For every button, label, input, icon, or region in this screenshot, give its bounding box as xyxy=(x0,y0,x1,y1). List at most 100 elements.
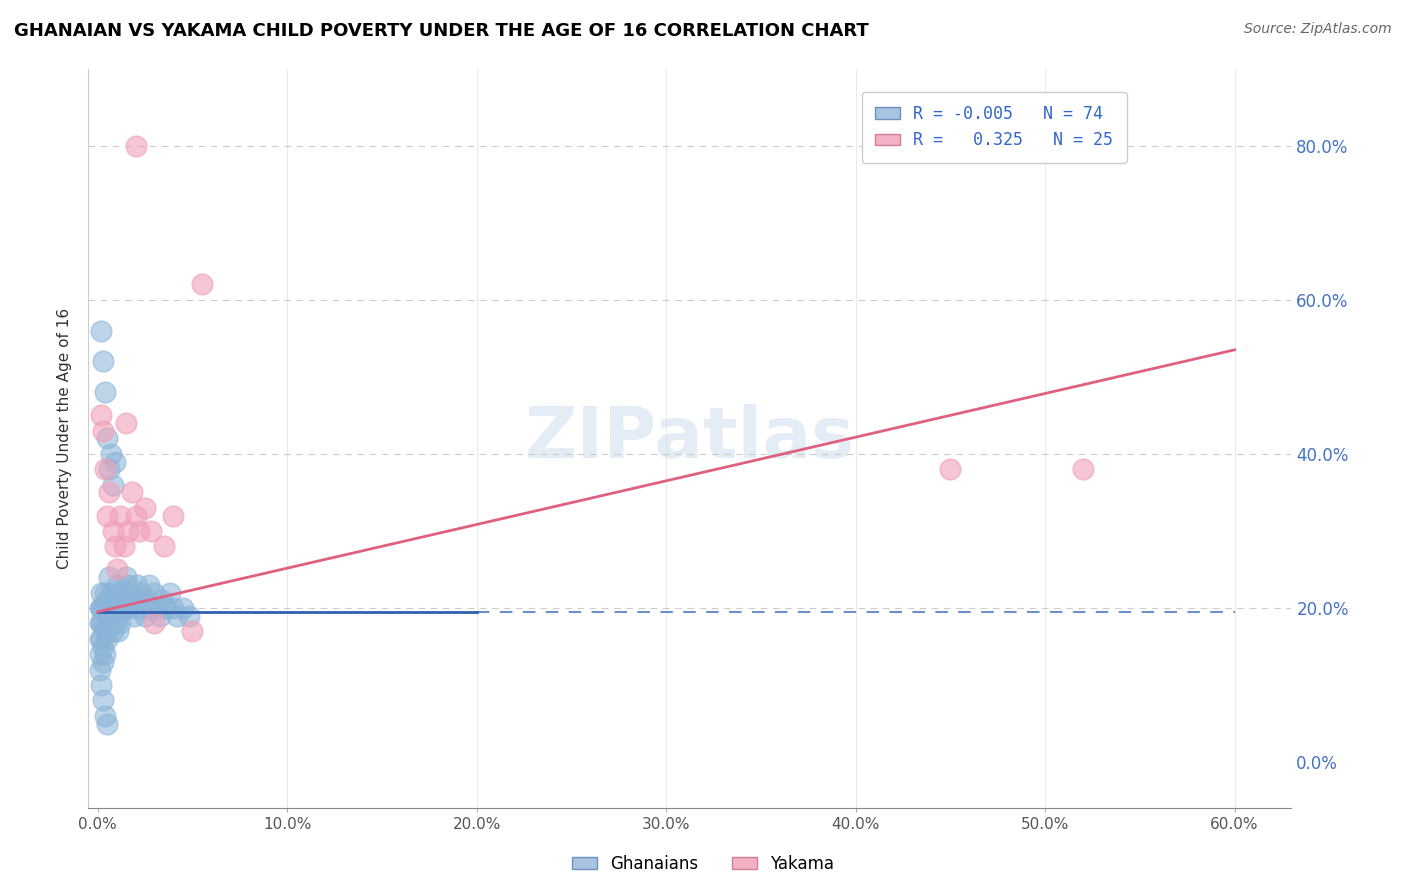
Text: GHANAIAN VS YAKAMA CHILD POVERTY UNDER THE AGE OF 16 CORRELATION CHART: GHANAIAN VS YAKAMA CHILD POVERTY UNDER T… xyxy=(14,22,869,40)
Point xyxy=(94,601,117,615)
Text: ZIPatlas: ZIPatlas xyxy=(524,404,855,473)
Point xyxy=(112,585,135,599)
Point xyxy=(91,655,114,669)
Point xyxy=(96,632,118,646)
Point xyxy=(162,508,184,523)
Point xyxy=(134,608,156,623)
Point xyxy=(91,601,114,615)
Point xyxy=(150,593,173,607)
Point xyxy=(90,678,112,692)
Point xyxy=(100,447,122,461)
Point xyxy=(94,709,117,723)
Point xyxy=(128,524,150,538)
Point xyxy=(96,593,118,607)
Point xyxy=(139,524,162,538)
Point xyxy=(117,524,139,538)
Point xyxy=(96,432,118,446)
Point xyxy=(100,585,122,599)
Point xyxy=(135,593,157,607)
Point xyxy=(94,385,117,400)
Point xyxy=(90,632,112,646)
Point xyxy=(98,462,121,476)
Point xyxy=(110,508,132,523)
Point xyxy=(91,616,114,631)
Point xyxy=(94,462,117,476)
Point xyxy=(124,508,146,523)
Point xyxy=(91,693,114,707)
Point xyxy=(128,601,150,615)
Point xyxy=(96,608,118,623)
Point xyxy=(89,616,111,631)
Point xyxy=(138,578,160,592)
Point xyxy=(100,608,122,623)
Point xyxy=(94,585,117,599)
Point xyxy=(96,508,118,523)
Point xyxy=(139,601,162,615)
Point xyxy=(105,608,128,623)
Point xyxy=(104,454,127,468)
Point xyxy=(177,608,200,623)
Point xyxy=(89,601,111,615)
Point xyxy=(89,647,111,661)
Point xyxy=(105,562,128,576)
Point xyxy=(121,585,143,599)
Point xyxy=(124,593,146,607)
Point xyxy=(110,585,132,599)
Text: Source: ZipAtlas.com: Source: ZipAtlas.com xyxy=(1244,22,1392,37)
Point xyxy=(104,539,127,553)
Point xyxy=(166,608,188,623)
Point xyxy=(111,601,134,615)
Point xyxy=(101,524,124,538)
Point xyxy=(98,485,121,500)
Point xyxy=(143,616,166,631)
Point xyxy=(162,601,184,615)
Point xyxy=(181,624,204,639)
Point xyxy=(939,462,962,476)
Point xyxy=(129,585,152,599)
Point xyxy=(105,578,128,592)
Point xyxy=(191,277,214,292)
Point xyxy=(124,138,146,153)
Point xyxy=(107,624,129,639)
Point xyxy=(101,624,124,639)
Point xyxy=(121,485,143,500)
Point xyxy=(90,324,112,338)
Point xyxy=(90,601,112,615)
Point xyxy=(149,608,172,623)
Point xyxy=(115,570,138,584)
Point xyxy=(98,570,121,584)
Point xyxy=(96,716,118,731)
Point xyxy=(122,608,145,623)
Point xyxy=(127,578,149,592)
Point xyxy=(94,647,117,661)
Point xyxy=(98,616,121,631)
Point xyxy=(148,601,170,615)
Point xyxy=(89,663,111,677)
Point xyxy=(91,424,114,438)
Point xyxy=(90,585,112,599)
Point xyxy=(105,601,128,615)
Point xyxy=(112,539,135,553)
Point xyxy=(101,477,124,491)
Point xyxy=(104,616,127,631)
Point xyxy=(115,416,138,430)
Point xyxy=(153,539,176,553)
Point xyxy=(104,593,127,607)
Legend: R = -0.005   N = 74, R =   0.325   N = 25: R = -0.005 N = 74, R = 0.325 N = 25 xyxy=(862,92,1126,162)
Point xyxy=(91,640,114,654)
Point xyxy=(107,593,129,607)
Point xyxy=(110,616,132,631)
Point xyxy=(115,601,138,615)
Point xyxy=(155,601,177,615)
Point xyxy=(94,624,117,639)
Point xyxy=(90,409,112,423)
Point xyxy=(134,500,156,515)
Point xyxy=(91,354,114,368)
Point xyxy=(98,601,121,615)
Point xyxy=(172,601,194,615)
Point xyxy=(101,601,124,615)
Point xyxy=(90,616,112,631)
Legend: Ghanaians, Yakama: Ghanaians, Yakama xyxy=(565,848,841,880)
Point xyxy=(143,585,166,599)
Point xyxy=(159,585,181,599)
